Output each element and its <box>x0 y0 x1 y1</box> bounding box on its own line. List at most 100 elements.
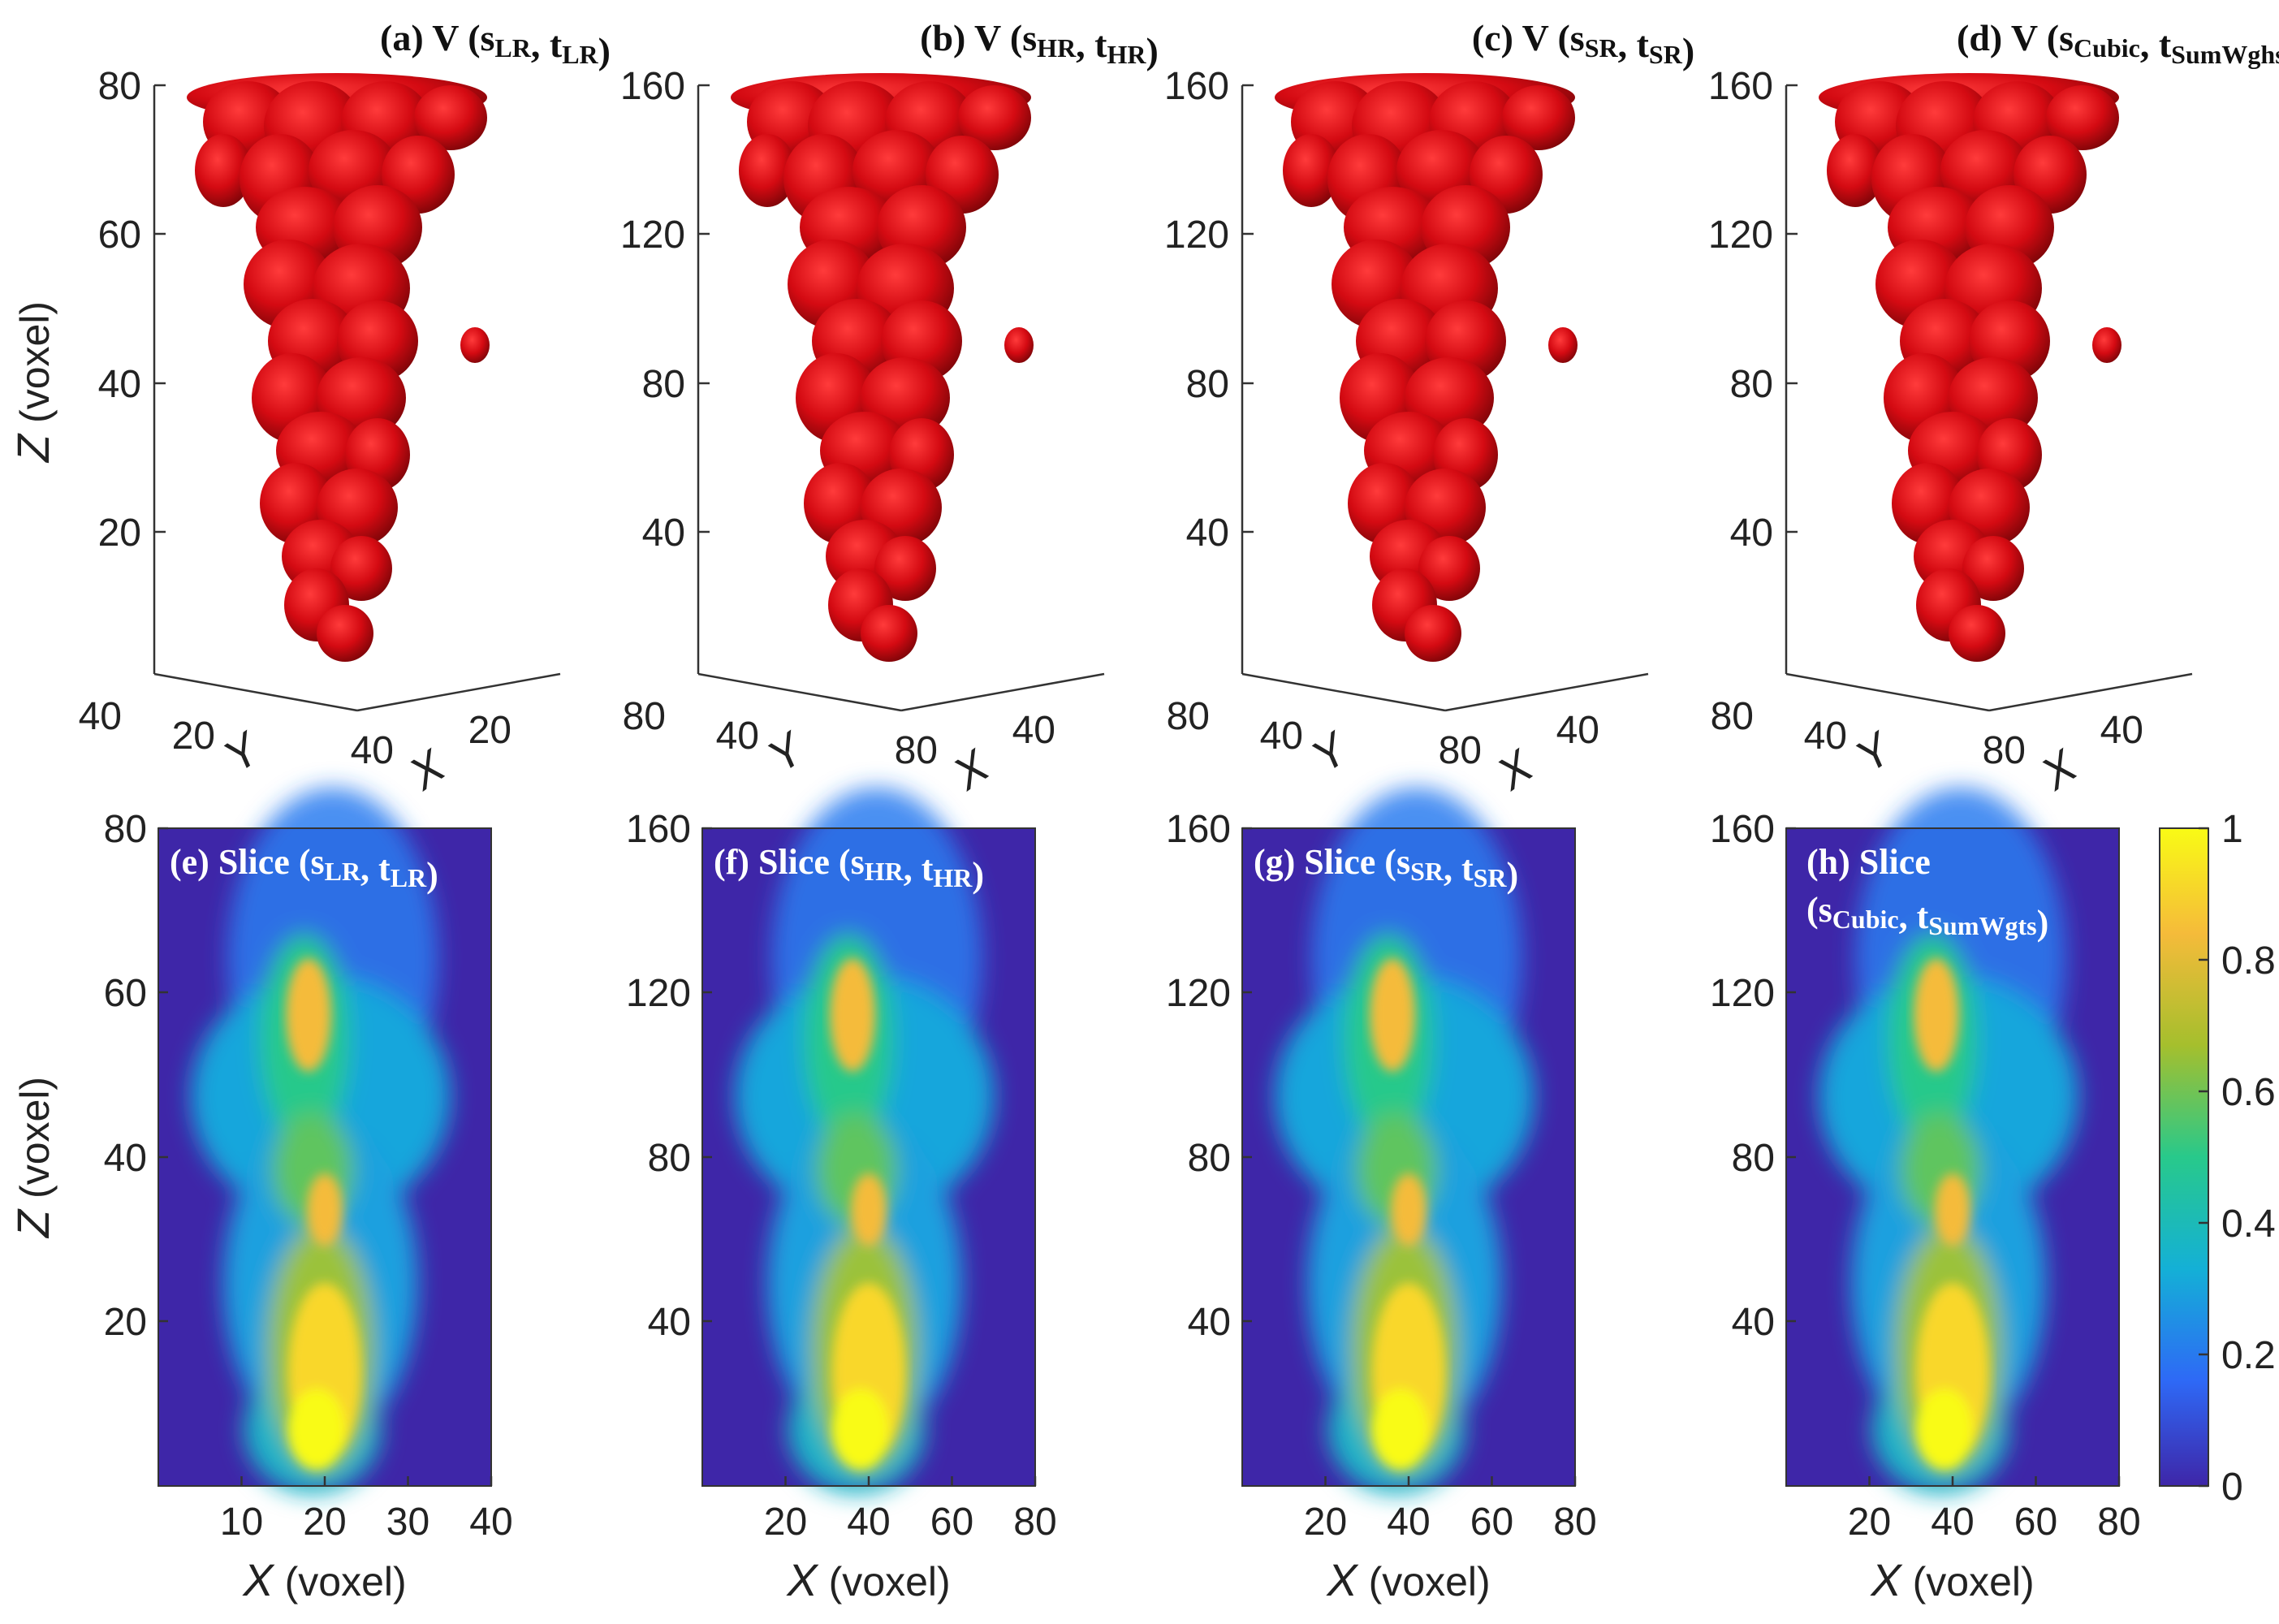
slice-heatmap <box>702 788 1035 1494</box>
x-tick-label: 40 <box>847 1501 890 1544</box>
panel-title-line2: (sCubic, tSumWgts) <box>1806 890 2048 943</box>
x-axis-label: X <box>1487 739 1544 801</box>
y-tick-label: 80 <box>1167 695 1210 738</box>
slice-panel-3: 160 120 80 40 20 40 60 80 X (voxel) (g) Slice (sS… <box>1166 788 1597 1605</box>
panel-title: (a) V (sLR, tLR) <box>380 17 611 71</box>
colorbar-tick-label: 0 <box>2221 1466 2243 1509</box>
z-tick-label: 80 <box>1188 1137 1231 1180</box>
z-axis-label: Z (voxel) <box>7 301 58 464</box>
panel-title: (f) Slice (sHR, tHR) <box>714 842 984 895</box>
z-tick-label: 80 <box>98 65 141 108</box>
slice-panel-2: 160 120 80 40 20 40 60 80 X (voxel) (f) Slice (sH… <box>626 788 1057 1605</box>
z-tick-label: 40 <box>642 512 685 555</box>
panel-title: (e) Slice (sLR, tLR) <box>170 842 438 895</box>
z-tick-label: 40 <box>1732 1301 1775 1344</box>
x-tick-label: 20 <box>1304 1501 1347 1544</box>
y-tick-label: 80 <box>623 695 666 738</box>
z-tick-label: 80 <box>104 808 147 851</box>
colorbar-tick-label: 0.4 <box>2221 1203 2276 1246</box>
slice-heatmap <box>1786 788 2119 1494</box>
panel-title: (g) Slice (sSR, tSR) <box>1254 842 1518 895</box>
slice-heatmap <box>158 788 491 1494</box>
z-tick-label: 160 <box>620 65 685 108</box>
panel-title: (d) V (sCubic, tSumWghs) <box>1957 17 2279 71</box>
z-tick-label: 120 <box>1710 972 1775 1015</box>
z-axis-label: Z (voxel) <box>7 1077 58 1239</box>
z-tick-label: 80 <box>1732 1137 1775 1180</box>
x-tick-label: 80 <box>1439 729 1482 772</box>
y-axis-label: Y <box>1302 721 1359 782</box>
x-tick-label: 60 <box>1470 1501 1513 1544</box>
colorbar-tick-label: 1 <box>2221 808 2243 851</box>
panel-title: (b) V (sHR, tHR) <box>920 17 1159 71</box>
axis-labels: Z (voxel) Z (voxel) <box>7 301 58 1239</box>
z-tick-label: 160 <box>1708 65 1773 108</box>
x-tick-label: 10 <box>220 1501 263 1544</box>
plume-isosurface <box>1275 73 1578 662</box>
y-axis-label: Y <box>214 721 271 782</box>
z-tick-label: 160 <box>1710 808 1775 851</box>
x-axis-label: X (voxel) <box>785 1554 950 1605</box>
y-axis-label: Y <box>1846 721 1903 782</box>
x-tick-label: 40 <box>1012 709 1055 752</box>
z-tick-label: 20 <box>104 1301 147 1344</box>
x-axis-label: X <box>2031 739 2088 801</box>
x-tick-label: 20 <box>764 1501 807 1544</box>
z-tick-label: 160 <box>1166 808 1231 851</box>
x-tick-label: 20 <box>303 1501 346 1544</box>
y-tick-label: 40 <box>716 715 759 758</box>
colorbar-tick-label: 0.2 <box>2221 1334 2276 1377</box>
y-tick-label: 40 <box>1260 715 1303 758</box>
plume-isosurface <box>1819 73 2121 662</box>
z-tick-label: 40 <box>98 363 141 406</box>
z-tick-label: 40 <box>648 1301 691 1344</box>
z-tick-label: 120 <box>1708 214 1773 257</box>
colorbar-tick-label: 0.6 <box>2221 1071 2276 1114</box>
x-tick-label: 80 <box>1553 1501 1596 1544</box>
slice-row: 80 60 40 20 10 20 30 40 X (voxel) (e) Slice (sLR,… <box>104 788 2141 1605</box>
x-tick-label: 40 <box>1931 1501 1974 1544</box>
x-tick-label: 40 <box>1556 709 1599 752</box>
plume-isosurface <box>731 73 1034 662</box>
x-tick-label: 30 <box>386 1501 429 1544</box>
z-tick-label: 80 <box>642 363 685 406</box>
colorbar-gradient <box>2159 827 2209 1487</box>
x-tick-label: 80 <box>1013 1501 1056 1544</box>
x-axis-label: X (voxel) <box>1325 1554 1490 1605</box>
z-tick-label: 40 <box>1188 1301 1231 1344</box>
z-tick-label: 120 <box>620 214 685 257</box>
slice-heatmap <box>1242 788 1575 1494</box>
z-tick-label: 60 <box>104 972 147 1015</box>
x-axis-label: X <box>943 739 1000 801</box>
z-tick-label: 60 <box>98 214 141 257</box>
x-axis-label: X (voxel) <box>241 1554 406 1605</box>
plume-isosurface <box>187 73 490 662</box>
x-tick-label: 40 <box>2100 709 2143 752</box>
z-tick-label: 80 <box>648 1137 691 1180</box>
colorbar-tick-label: 0.8 <box>2221 939 2276 983</box>
z-tick-label: 120 <box>1164 214 1229 257</box>
y-tick-label: 20 <box>172 715 215 758</box>
x-tick-label: 60 <box>2014 1501 2057 1544</box>
y-tick-label: 80 <box>1711 695 1754 738</box>
z-tick-label: 80 <box>1186 363 1229 406</box>
x-axis-label: X <box>399 739 456 801</box>
y-tick-label: 40 <box>1804 715 1847 758</box>
z-tick-label: 40 <box>104 1137 147 1180</box>
x-tick-label: 40 <box>469 1501 512 1544</box>
z-tick-label: 120 <box>626 972 691 1015</box>
x-tick-label: 80 <box>2097 1501 2140 1544</box>
x-tick-label: 80 <box>1983 729 2026 772</box>
x-tick-label: 40 <box>1387 1501 1430 1544</box>
slice-panel-1: 80 60 40 20 10 20 30 40 X (voxel) (e) Slice (sLR,… <box>104 788 513 1605</box>
colorbar: 1 0.8 0.6 0.4 0.2 0 <box>2159 808 2276 1509</box>
y-tick-label: 40 <box>79 695 122 738</box>
z-tick-label: 160 <box>626 808 691 851</box>
z-tick-label: 120 <box>1166 972 1231 1015</box>
